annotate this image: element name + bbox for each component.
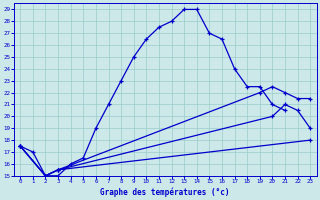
X-axis label: Graphe des températures (°c): Graphe des températures (°c): [100, 187, 230, 197]
